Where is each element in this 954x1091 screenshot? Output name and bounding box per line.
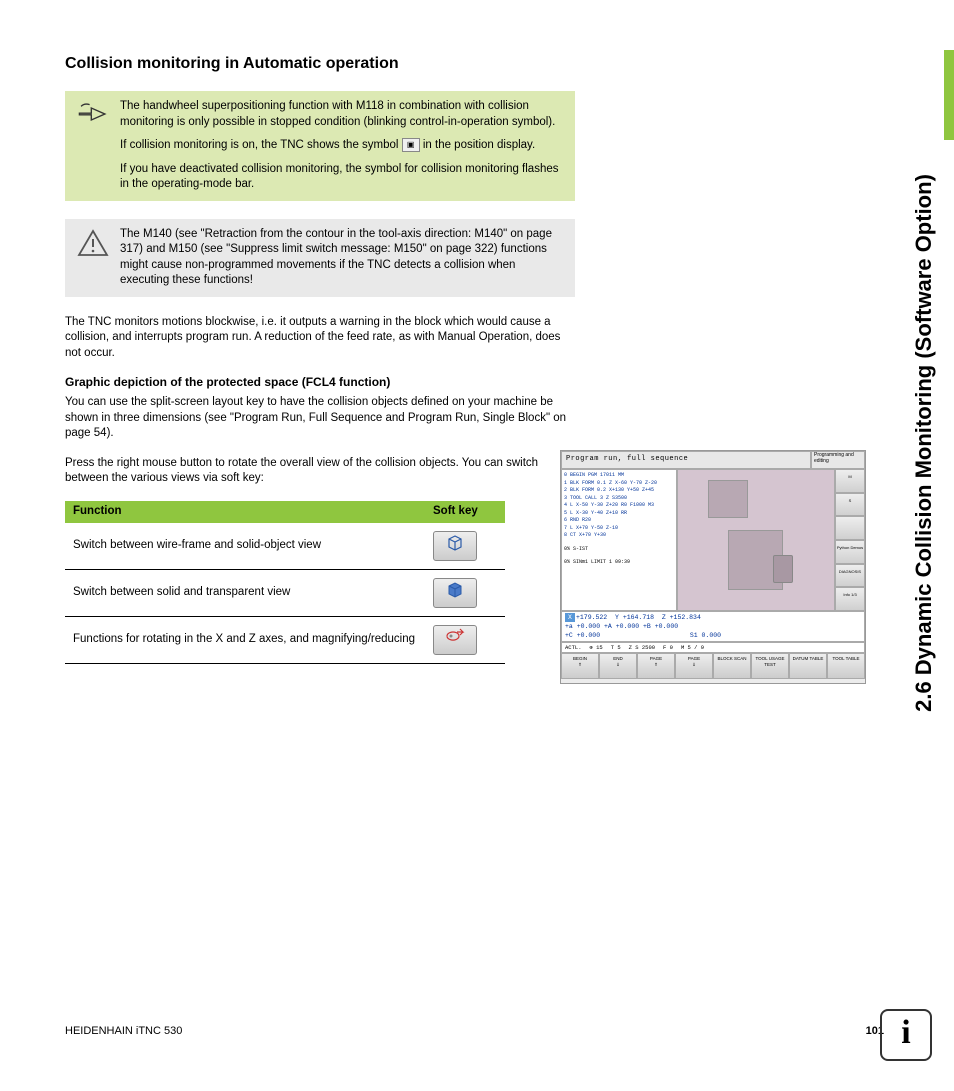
function-cell: Switch between wire-frame and solid-obje… — [65, 522, 425, 570]
footer-left: HEIDENHAIN iTNC 530 — [65, 1025, 182, 1037]
subheading: Graphic depiction of the protected space… — [65, 375, 884, 389]
softkey-cell — [425, 569, 505, 616]
cube-wire-icon[interactable] — [433, 531, 477, 561]
scr-title-side: Programming and editing — [811, 451, 865, 469]
collision-object — [708, 480, 748, 518]
scr-right-button[interactable]: DIAGNOSIS — [835, 564, 865, 588]
collision-object — [773, 555, 793, 583]
softkey-cell — [425, 616, 505, 663]
softkey-cell — [425, 522, 505, 570]
scr-right-button[interactable]: M — [835, 469, 865, 493]
scr-right-button[interactable]: Python Demos — [835, 540, 865, 564]
scr-softkey[interactable]: END⇓ — [599, 653, 637, 679]
warning-icon — [65, 219, 120, 297]
note-p3: If you have deactivated collision monito… — [120, 162, 561, 193]
scr-softkey[interactable]: DATUM TABLE — [789, 653, 827, 679]
note-p1: The handwheel superpositioning function … — [120, 99, 561, 130]
side-title-container: 2.6 Dynamic Collision Monitoring (Softwa… — [904, 50, 944, 810]
note-text: The handwheel superpositioning function … — [120, 91, 575, 201]
function-cell: Switch between solid and transparent vie… — [65, 569, 425, 616]
scr-softkey[interactable]: TOOL TABLE — [827, 653, 865, 679]
scr-softkey[interactable]: PAGE⇑ — [637, 653, 675, 679]
note-box: The handwheel superpositioning function … — [65, 91, 575, 201]
table-header-function: Function — [65, 501, 425, 522]
body-paragraph-3: Press the right mouse button to rotate t… — [65, 456, 575, 487]
scr-right-button[interactable] — [835, 516, 865, 540]
scr-softkey[interactable]: BEGIN⇑ — [561, 653, 599, 679]
function-table: Function Soft key Switch between wire-fr… — [65, 501, 505, 664]
function-cell: Functions for rotating in the X and Z ax… — [65, 616, 425, 663]
scr-softkey[interactable]: BLOCK SCAN — [713, 653, 751, 679]
scr-right-button[interactable]: S — [835, 493, 865, 517]
table-header-softkey: Soft key — [425, 501, 505, 522]
scr-status-bar: ACTL. ⊕ 15 T 5 Z S 2500 F 0 M 5 / 9 — [561, 642, 865, 653]
table-row: Switch between wire-frame and solid-obje… — [65, 522, 505, 570]
scr-softkey[interactable]: TOOL USAGE TEST — [751, 653, 789, 679]
collision-symbol-icon: ▣ — [402, 138, 420, 152]
rotate-icon[interactable] — [433, 625, 477, 655]
cube-solid-icon[interactable] — [433, 578, 477, 608]
info-icon: i — [880, 1009, 932, 1061]
table-row: Functions for rotating in the X and Z ax… — [65, 616, 505, 663]
cnc-screenshot: Program run, full sequence Programming a… — [560, 450, 866, 684]
scr-softkey[interactable]: PAGE⇓ — [675, 653, 713, 679]
page-footer: HEIDENHAIN iTNC 530 101 — [65, 1025, 884, 1037]
scr-title: Program run, full sequence — [561, 451, 811, 469]
scr-code-panel: 0 BEGIN PGM 17011 MM 1 BLK FORM 0.1 Z X-… — [561, 469, 677, 611]
scr-coords: X+179.522 Y +164.718 Z +152.834 +a +0.00… — [561, 611, 865, 642]
page-heading: Collision monitoring in Automatic operat… — [65, 55, 884, 73]
warning-box: The M140 (see "Retraction from the conto… — [65, 219, 575, 297]
scr-right-panel: M S Python Demos DIAGNOSIS Info 1/3 — [835, 469, 865, 611]
scr-right-button[interactable]: Info 1/3 — [835, 587, 865, 611]
body-paragraph-2: You can use the split-screen layout key … — [65, 395, 575, 442]
hand-icon — [65, 91, 120, 201]
side-title: 2.6 Dynamic Collision Monitoring (Softwa… — [911, 63, 937, 823]
warning-text: The M140 (see "Retraction from the conto… — [120, 219, 575, 297]
side-green-accent — [944, 50, 954, 140]
note-p2: If collision monitoring is on, the TNC s… — [120, 138, 561, 154]
scr-3d-view[interactable] — [677, 469, 835, 611]
warn-p1: The M140 (see "Retraction from the conto… — [120, 227, 561, 289]
table-row: Switch between solid and transparent vie… — [65, 569, 505, 616]
body-paragraph-1: The TNC monitors motions blockwise, i.e.… — [65, 315, 575, 362]
scr-softkey-row: BEGIN⇑ END⇓ PAGE⇑ PAGE⇓ BLOCK SCAN TOOL … — [561, 653, 865, 679]
